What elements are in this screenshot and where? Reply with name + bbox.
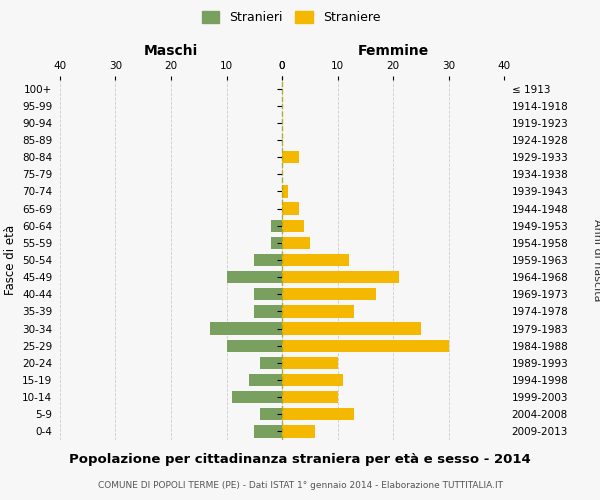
Bar (254, 254, 282, 266)
Bar (282, 391, 337, 404)
Bar (260, 408, 282, 420)
Bar (271, 220, 282, 232)
Bar (227, 271, 282, 283)
Bar (210, 322, 282, 334)
Text: Popolazione per cittadinanza straniera per età e sesso - 2014: Popolazione per cittadinanza straniera p… (69, 452, 531, 466)
Y-axis label: Fasce di età: Fasce di età (4, 225, 17, 295)
Bar (282, 426, 316, 438)
Bar (282, 356, 337, 369)
Bar (282, 374, 343, 386)
Bar (282, 254, 349, 266)
Bar (249, 374, 282, 386)
Title: Maschi: Maschi (144, 44, 198, 58)
Bar (254, 288, 282, 300)
Bar (260, 356, 282, 369)
Title: Femmine: Femmine (358, 44, 428, 58)
Bar (282, 408, 354, 420)
Bar (282, 340, 449, 352)
Bar (254, 426, 282, 438)
Bar (227, 340, 282, 352)
Bar (271, 236, 282, 249)
Bar (282, 306, 354, 318)
Bar (232, 391, 282, 404)
Bar (282, 271, 398, 283)
Bar (282, 322, 421, 334)
Bar (282, 288, 376, 300)
Text: COMUNE DI POPOLI TERME (PE) - Dati ISTAT 1° gennaio 2014 - Elaborazione TUTTITAL: COMUNE DI POPOLI TERME (PE) - Dati ISTAT… (97, 480, 503, 490)
Bar (282, 236, 310, 249)
Bar (282, 186, 287, 198)
Text: Anni di nascita: Anni di nascita (592, 219, 600, 301)
Bar (282, 220, 304, 232)
Bar (254, 306, 282, 318)
Bar (282, 151, 299, 164)
Bar (282, 202, 299, 214)
Legend: Stranieri, Straniere: Stranieri, Straniere (197, 6, 385, 29)
